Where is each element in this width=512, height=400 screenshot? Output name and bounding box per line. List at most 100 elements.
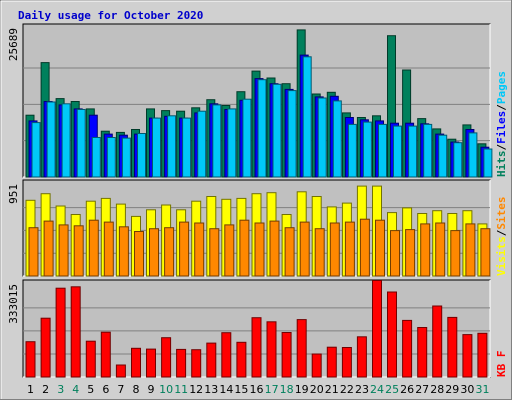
bar — [356, 336, 367, 378]
legend-entry: Pages — [495, 71, 508, 104]
x-tick-label: 10 — [159, 383, 173, 396]
bar — [239, 219, 250, 277]
x-tick-label: 13 — [204, 383, 218, 396]
y-max-label: 333015 — [7, 284, 20, 324]
panel-legend: Visits/Sites — [495, 197, 508, 277]
bar — [106, 137, 116, 178]
panel-visits-sites: 951 Visits/Sites — [7, 179, 508, 277]
bar — [344, 221, 355, 277]
bar — [402, 319, 413, 378]
bar — [28, 227, 39, 277]
bar — [462, 334, 473, 378]
bar — [182, 117, 192, 178]
bar — [61, 103, 71, 178]
bar — [378, 123, 387, 178]
bar — [450, 230, 461, 277]
bar — [194, 222, 205, 277]
bar — [483, 148, 493, 178]
bar — [329, 222, 340, 277]
x-tick-label: 27 — [415, 383, 429, 396]
x-tick-label: 1 — [27, 383, 34, 396]
bar — [332, 100, 342, 178]
bar — [179, 221, 190, 277]
bar — [134, 231, 144, 277]
bar — [465, 223, 476, 277]
bar — [73, 225, 84, 277]
bar — [118, 226, 129, 277]
x-tick-label: 26 — [400, 383, 414, 396]
legend-entry: / — [495, 229, 508, 236]
x-tick-label: 3 — [57, 383, 64, 396]
bar — [390, 230, 400, 277]
bar — [287, 90, 297, 178]
x-tick-label: 19 — [295, 383, 309, 396]
bar — [115, 364, 126, 378]
legend-entry: Files — [495, 111, 508, 144]
bar — [254, 222, 265, 277]
x-tick-label: 18 — [280, 383, 294, 396]
x-tick-label: 4 — [72, 383, 79, 396]
bar — [417, 327, 428, 378]
bar — [242, 98, 252, 178]
x-tick-label: 14 — [219, 383, 233, 396]
bar — [224, 224, 235, 277]
bar — [420, 223, 431, 277]
bar — [266, 321, 277, 378]
bar — [359, 218, 370, 277]
x-tick-label: 17 — [265, 383, 279, 396]
bar — [121, 137, 131, 178]
bar — [447, 316, 458, 378]
bar — [31, 122, 41, 178]
x-tick-label: 21 — [325, 383, 339, 396]
bar — [85, 340, 96, 378]
y-max-label: 951 — [7, 184, 20, 204]
bar — [221, 332, 232, 378]
bar — [40, 317, 51, 378]
bar — [167, 115, 177, 178]
x-tick-label: 25 — [385, 383, 399, 396]
x-tick-label: 8 — [133, 383, 140, 396]
x-tick-label: 9 — [148, 383, 155, 396]
x-tick-label: 20 — [310, 383, 324, 396]
bar — [362, 121, 372, 178]
bar — [296, 319, 307, 378]
series-kb-f — [25, 280, 488, 378]
bar — [236, 341, 247, 378]
bar — [326, 346, 337, 378]
series-sites — [28, 218, 491, 277]
bar — [405, 229, 416, 277]
bar — [91, 137, 101, 178]
bar — [227, 108, 237, 178]
bar — [302, 56, 312, 178]
legend-entry: Sites — [495, 197, 508, 230]
bar — [43, 220, 54, 277]
bar — [311, 353, 322, 378]
bar — [212, 104, 222, 178]
bar — [477, 332, 488, 378]
bar — [25, 341, 36, 378]
bar — [453, 142, 463, 178]
bar — [46, 101, 56, 178]
x-axis-day-labels: 1 2 3 4 5 6 7 8 9 10 11 12 13 14 15 16 17 18 19 20 21 22 23 24 2… — [27, 383, 490, 396]
bar — [149, 228, 159, 277]
bar — [480, 228, 491, 277]
legend-entry: KB F — [495, 351, 508, 378]
bar — [88, 219, 99, 277]
bar — [375, 219, 385, 277]
bar — [317, 97, 327, 178]
x-tick-label: 5 — [87, 383, 94, 396]
x-tick-label: 22 — [340, 383, 354, 396]
bar — [408, 125, 418, 178]
bar — [131, 347, 141, 378]
series-pages — [31, 56, 493, 178]
bar — [58, 224, 69, 277]
bar — [164, 227, 175, 277]
bar — [432, 305, 443, 378]
panel-legend: Hits/Files/Pages — [495, 71, 508, 177]
x-tick-label: 28 — [430, 383, 444, 396]
bar — [387, 291, 397, 378]
bar — [197, 110, 207, 178]
x-tick-label: 24 — [370, 383, 384, 396]
